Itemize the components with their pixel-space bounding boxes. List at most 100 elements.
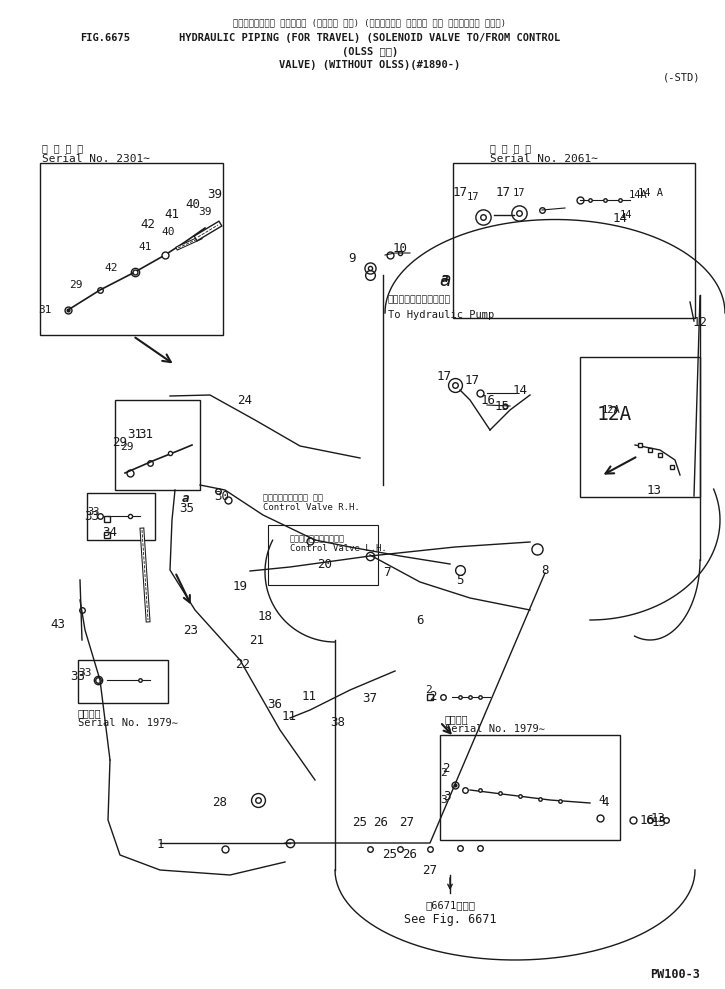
Bar bbox=[440, 735, 620, 840]
Text: 16: 16 bbox=[481, 394, 495, 406]
Text: 5: 5 bbox=[456, 574, 464, 586]
Text: Control Valve R.H.: Control Valve R.H. bbox=[263, 503, 360, 512]
Text: 25: 25 bbox=[352, 817, 368, 830]
Text: 27: 27 bbox=[399, 817, 415, 830]
Text: 42: 42 bbox=[141, 219, 155, 231]
Text: 2: 2 bbox=[425, 685, 432, 695]
Text: 11: 11 bbox=[302, 690, 317, 703]
Text: 37: 37 bbox=[362, 691, 378, 704]
Text: コントロールバルブ 右側: コントロールバルブ 右側 bbox=[263, 493, 323, 502]
Text: 34: 34 bbox=[102, 525, 117, 538]
Text: 26: 26 bbox=[402, 849, 418, 861]
Text: 17: 17 bbox=[467, 192, 479, 202]
Text: 14: 14 bbox=[513, 384, 528, 397]
Text: 3: 3 bbox=[443, 790, 451, 803]
Text: a: a bbox=[181, 492, 188, 504]
Text: ハイド・ロリック パイピング (ソココロ ヨウ) (ソレノイド・ バルブ・ から コントロール バルブ): ハイド・ロリック パイピング (ソココロ ヨウ) (ソレノイド・ バルブ・ から… bbox=[233, 18, 507, 27]
Text: 4: 4 bbox=[598, 795, 605, 805]
Text: 29: 29 bbox=[120, 442, 133, 452]
Text: 17: 17 bbox=[452, 187, 468, 200]
Text: 36: 36 bbox=[268, 698, 283, 711]
Text: 適用号機: 適用号機 bbox=[78, 708, 102, 718]
Text: Serial No. 1979∼: Serial No. 1979∼ bbox=[78, 718, 178, 728]
Text: 20: 20 bbox=[318, 558, 333, 571]
Text: See Fig. 6671: See Fig. 6671 bbox=[404, 914, 497, 927]
Text: a: a bbox=[440, 272, 448, 285]
Text: 16: 16 bbox=[639, 814, 655, 827]
Text: 26: 26 bbox=[373, 817, 389, 830]
Text: 9: 9 bbox=[348, 252, 356, 265]
Text: 41: 41 bbox=[165, 209, 180, 222]
Text: 2: 2 bbox=[429, 690, 436, 703]
Text: 40: 40 bbox=[162, 227, 175, 237]
Text: 35: 35 bbox=[180, 501, 194, 514]
Text: 31: 31 bbox=[128, 428, 143, 441]
Text: (OLSS なし): (OLSS なし) bbox=[342, 47, 398, 57]
Text: 14: 14 bbox=[613, 212, 628, 225]
Text: 28: 28 bbox=[212, 796, 228, 810]
Text: FIG.6675: FIG.6675 bbox=[80, 33, 130, 43]
Text: 23: 23 bbox=[183, 623, 199, 637]
Text: 17: 17 bbox=[495, 187, 510, 200]
Text: 39: 39 bbox=[207, 189, 223, 202]
Text: ハイドロリックポンプへ: ハイドロリックポンプへ bbox=[388, 296, 451, 305]
Text: a: a bbox=[439, 271, 451, 290]
Bar bbox=[87, 493, 155, 540]
Text: 33: 33 bbox=[85, 509, 99, 522]
Bar bbox=[115, 400, 200, 490]
Text: To Hydraulic Pump: To Hydraulic Pump bbox=[388, 310, 494, 320]
Bar bbox=[268, 525, 378, 585]
Text: VALVE) (WITHOUT OLSS)(#1890-): VALVE) (WITHOUT OLSS)(#1890-) bbox=[279, 60, 460, 70]
Text: 33: 33 bbox=[70, 671, 86, 683]
Text: 24: 24 bbox=[238, 394, 252, 406]
Text: 6: 6 bbox=[416, 613, 423, 626]
Text: 12A: 12A bbox=[597, 405, 631, 424]
Text: 17: 17 bbox=[436, 370, 452, 383]
Text: 22: 22 bbox=[236, 659, 251, 672]
Text: 17: 17 bbox=[465, 374, 479, 387]
Text: 15: 15 bbox=[494, 401, 510, 413]
Text: 38: 38 bbox=[331, 716, 346, 730]
Text: PW100-3: PW100-3 bbox=[650, 968, 700, 981]
Text: 29: 29 bbox=[70, 280, 83, 290]
Text: 12: 12 bbox=[692, 316, 708, 329]
Text: 4: 4 bbox=[601, 795, 609, 808]
Text: 39: 39 bbox=[199, 207, 212, 217]
Text: Serial No. 2301∼: Serial No. 2301∼ bbox=[42, 154, 150, 164]
Text: 33: 33 bbox=[87, 507, 99, 517]
Text: 31: 31 bbox=[138, 428, 153, 441]
Bar bbox=[580, 357, 700, 497]
Text: 40: 40 bbox=[186, 199, 201, 212]
Text: 14A: 14A bbox=[629, 190, 647, 200]
Text: 25: 25 bbox=[383, 849, 397, 861]
Text: 19: 19 bbox=[233, 581, 247, 593]
Text: 33: 33 bbox=[78, 668, 91, 678]
Text: 3: 3 bbox=[440, 795, 447, 805]
Text: 31: 31 bbox=[38, 305, 52, 315]
Text: 2: 2 bbox=[442, 762, 450, 774]
Text: 15: 15 bbox=[652, 817, 666, 830]
Text: 2: 2 bbox=[440, 768, 447, 778]
Bar bbox=[40, 163, 223, 335]
Text: 21: 21 bbox=[249, 634, 265, 647]
Text: 適 用 号 機: 適 用 号 機 bbox=[490, 143, 531, 153]
Bar bbox=[78, 660, 168, 703]
Text: 適用号機: 適用号機 bbox=[445, 714, 468, 724]
Text: 42: 42 bbox=[104, 263, 118, 273]
Text: 29: 29 bbox=[112, 436, 128, 449]
Text: 13: 13 bbox=[650, 812, 666, 825]
Text: 8: 8 bbox=[542, 564, 549, 577]
Text: 17: 17 bbox=[513, 188, 526, 198]
Text: 適 用 号 機: 適 用 号 機 bbox=[42, 143, 83, 153]
Text: コントロールバルブ左側: コントロールバルブ左側 bbox=[290, 534, 345, 543]
Text: 43: 43 bbox=[51, 618, 65, 632]
Text: 第6671図参照: 第6671図参照 bbox=[425, 900, 475, 910]
Bar bbox=[453, 163, 695, 318]
Text: 18: 18 bbox=[257, 609, 273, 622]
Text: 12A: 12A bbox=[602, 405, 621, 415]
Text: Serial No. 1979∼: Serial No. 1979∼ bbox=[445, 724, 545, 734]
Text: Control Valve L.H.: Control Valve L.H. bbox=[290, 544, 386, 553]
Text: HYDRAULIC PIPING (FOR TRAVEL) (SOLENOID VALVE TO/FROM CONTROL: HYDRAULIC PIPING (FOR TRAVEL) (SOLENOID … bbox=[179, 33, 560, 43]
Text: 14: 14 bbox=[620, 210, 632, 220]
Text: 27: 27 bbox=[423, 863, 437, 876]
